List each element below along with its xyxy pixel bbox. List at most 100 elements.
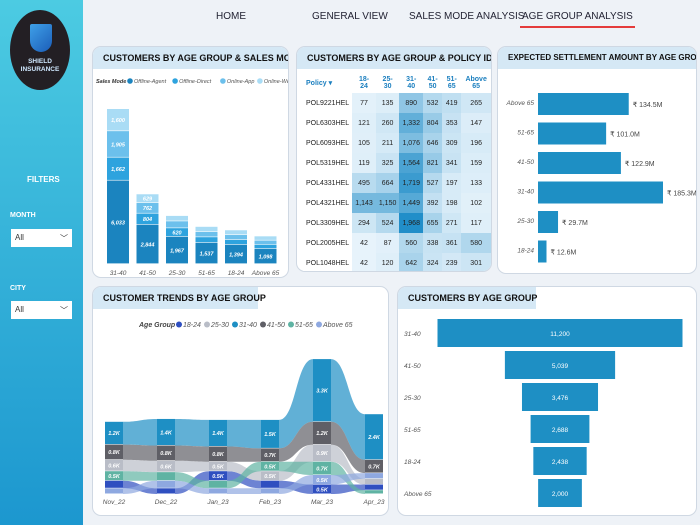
data-label: 1,394	[229, 252, 243, 258]
bar-segment	[225, 230, 247, 235]
month-label: MONTH	[10, 212, 36, 219]
data-label: ₹ 185.3M	[667, 190, 697, 198]
column-segment	[365, 459, 383, 473]
tab-home[interactable]: HOME	[216, 11, 246, 22]
table-cell: POL6303HEL	[303, 113, 353, 133]
data-label: 629	[143, 197, 153, 203]
y-tick-label: 51-65	[404, 427, 421, 434]
bar-segment	[225, 239, 247, 245]
table-cell: 117	[461, 213, 491, 233]
table-cell: 646	[423, 133, 443, 153]
bar	[538, 93, 629, 115]
data-label: 0.6K	[160, 464, 173, 470]
data-label: 0.7K	[368, 464, 381, 470]
table-row: POL2005HEL 42 87 560 338 361 580	[303, 233, 491, 253]
y-tick-label: Above 65	[506, 100, 535, 107]
data-label: 2,844	[140, 242, 155, 248]
legend-item: 51-65	[295, 322, 313, 329]
data-label: 0.7K	[316, 466, 329, 472]
y-tick-label: 25-30	[516, 218, 534, 225]
bar-segment	[254, 244, 277, 249]
column-segment	[157, 480, 175, 488]
data-label: 1.4K	[212, 431, 225, 437]
column-header: 51-65	[446, 76, 457, 90]
ribbon	[279, 359, 313, 449]
policy-table: Policy ▾ 18-24 25-30 31-40 41-50 51-65 Above 6…	[303, 73, 491, 271]
table-cell: 198	[442, 193, 462, 213]
filters-title: FILTERS	[27, 175, 60, 184]
legend-item: 31-40	[239, 322, 257, 329]
tab-age-group-analysis[interactable]: AGE GROUP ANALYSIS	[520, 11, 635, 28]
data-label: 0.5K	[316, 487, 329, 493]
table-cell: 196	[461, 133, 491, 153]
table-cell: POL5319HEL	[303, 153, 353, 173]
bar-segment	[136, 224, 159, 264]
tab-sales-mode-analysis[interactable]: SALES MODE ANALYSIS	[409, 11, 525, 22]
y-tick-label: 51-65	[517, 130, 534, 137]
ribbon	[123, 444, 157, 461]
y-tick-label: 31-40	[517, 189, 534, 196]
bar-segment	[166, 215, 188, 221]
table-cell: 419	[442, 93, 462, 113]
data-label: 0.7K	[264, 453, 277, 459]
sort-column-header[interactable]: Policy ▾	[306, 80, 333, 87]
column-segment	[209, 461, 227, 471]
tab-general-view[interactable]: GENERAL VIEW	[312, 11, 388, 22]
table-cell: 1,076	[399, 133, 424, 153]
data-label: 0.5K	[316, 478, 329, 484]
data-label: 11,200	[550, 331, 570, 338]
table-cell: POL3309HEL	[303, 213, 353, 233]
settlement-panel: EXPECTED SETTLEMENT AMOUNT BY AGE GROUP …	[497, 46, 697, 274]
table-cell: 527	[423, 173, 443, 193]
bar	[538, 211, 559, 233]
table-row: POL3309HEL 294 524 1,968 655 271 117	[303, 213, 491, 233]
column-segment	[313, 444, 331, 462]
legend-marker	[316, 321, 322, 328]
month-select[interactable]: All ﹀	[11, 229, 72, 247]
legend-marker	[288, 321, 294, 328]
ribbon	[123, 480, 157, 494]
x-tick-label: 31-40	[110, 270, 127, 277]
bar-segment	[107, 180, 129, 264]
ribbon	[331, 484, 365, 494]
ribbon	[175, 445, 209, 462]
bar-segment	[166, 228, 188, 237]
table-cell: POL9221HEL	[303, 93, 353, 113]
table-cell: 664	[375, 173, 400, 193]
logo-text: SHIELD	[28, 58, 52, 65]
table-cell: 341	[442, 153, 462, 173]
data-label: 1.2K	[316, 431, 329, 437]
ribbon	[227, 461, 261, 489]
table-cell: 159	[461, 153, 491, 173]
bar-segment	[254, 236, 277, 240]
data-label: 762	[143, 206, 152, 212]
table-cell: 87	[375, 233, 400, 253]
column-segment	[157, 488, 175, 494]
y-tick-label: 31-40	[404, 331, 421, 338]
table-cell: 309	[442, 133, 462, 153]
table-cell: 1,449	[399, 193, 424, 213]
funnel-bar	[521, 383, 599, 411]
data-label: 2.4K	[367, 435, 381, 441]
data-label: 0.5K	[264, 474, 277, 480]
funnel-bar	[538, 479, 582, 507]
column-segment	[365, 473, 383, 479]
column-segment	[313, 359, 331, 422]
column-header: 25-30	[382, 76, 393, 90]
data-label: 804	[143, 217, 152, 223]
legend-marker	[127, 78, 133, 84]
ribbon	[123, 459, 157, 473]
stacked-bar-chart: Sales Mode : Offline-Agent Offline-Direct O…	[96, 78, 288, 277]
city-select[interactable]: All ﹀	[11, 301, 72, 319]
legend-marker	[232, 321, 238, 328]
ribbon	[331, 473, 365, 485]
column-segment	[105, 421, 123, 445]
table-cell: 821	[423, 153, 443, 173]
y-tick-label: 41-50	[517, 159, 534, 166]
data-label: 0.5K	[264, 464, 277, 470]
data-label: 0.9K	[316, 451, 329, 457]
ribbon	[175, 460, 209, 473]
column-segment	[157, 418, 175, 446]
table-cell: 1,150	[375, 193, 400, 213]
funnel-bar	[504, 351, 616, 379]
